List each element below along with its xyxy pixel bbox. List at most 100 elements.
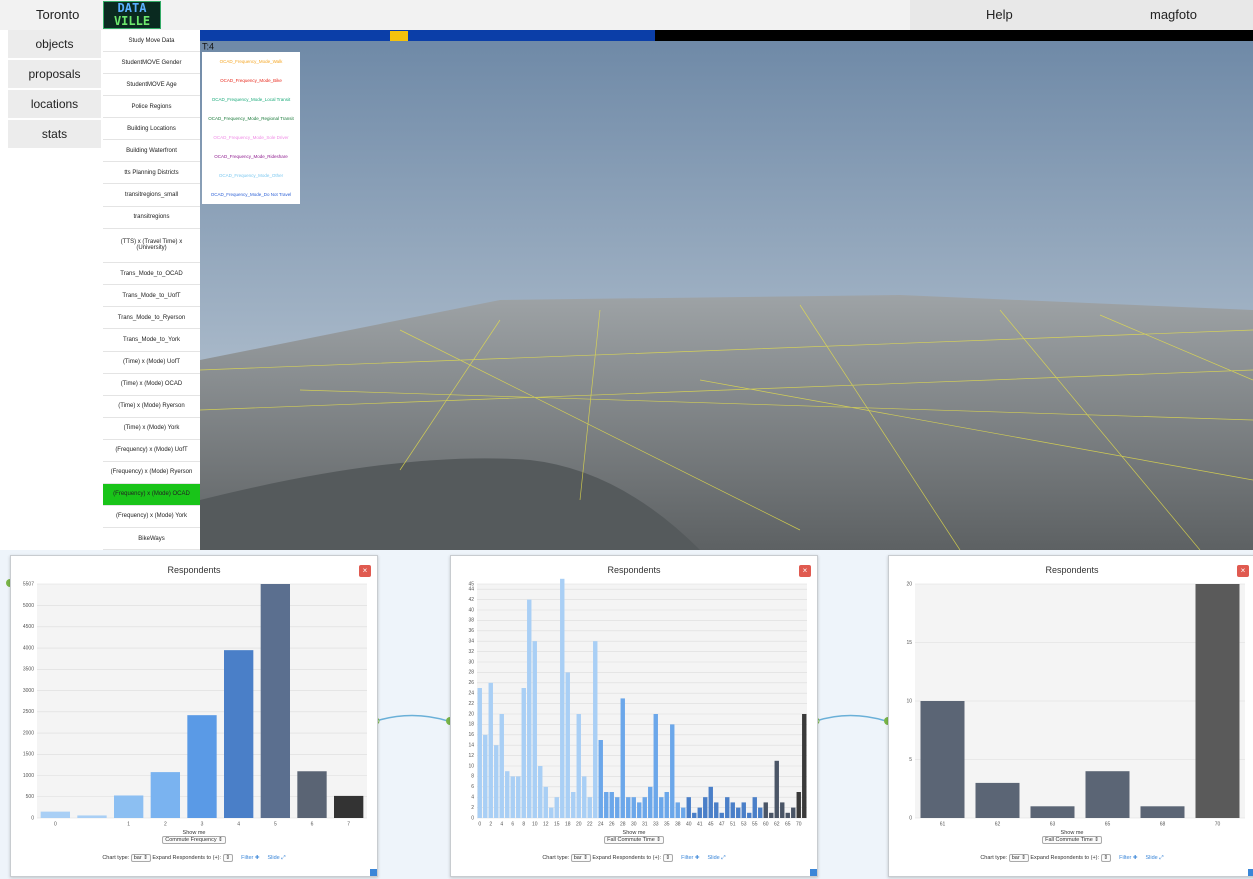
- legend-item[interactable]: OCAD_Frequency_Mode_Local Transit: [211, 97, 291, 102]
- bar[interactable]: [975, 782, 1020, 818]
- slide-link[interactable]: Slide ⤢: [267, 855, 286, 861]
- bar[interactable]: [587, 797, 592, 818]
- menu-item[interactable]: proposals: [8, 60, 101, 88]
- bar[interactable]: [77, 815, 107, 818]
- bar[interactable]: [582, 776, 587, 818]
- layer-item[interactable]: Trans_Mode_to_York: [103, 329, 200, 352]
- bar[interactable]: [752, 797, 757, 818]
- chart-type-select[interactable]: bar ⇕: [1008, 854, 1029, 862]
- bar[interactable]: [549, 807, 554, 818]
- filter-link[interactable]: Filter ✚: [681, 855, 700, 861]
- bar[interactable]: [736, 807, 741, 818]
- bar[interactable]: [774, 760, 779, 818]
- map-view[interactable]: T:4: [200, 30, 1253, 550]
- menu-item[interactable]: locations: [8, 90, 101, 118]
- bar[interactable]: [620, 698, 625, 818]
- legend-item[interactable]: OCAD_Frequency_Mode_Other: [218, 173, 284, 178]
- bar[interactable]: [697, 807, 702, 818]
- layer-item[interactable]: Study Move Data: [103, 30, 200, 53]
- bar[interactable]: [521, 688, 526, 818]
- layer-item[interactable]: Trans_Mode_to_OCAD: [103, 263, 200, 286]
- bar[interactable]: [758, 807, 763, 818]
- slide-link[interactable]: Slide ⤢: [1145, 855, 1164, 861]
- bar[interactable]: [334, 795, 364, 818]
- layer-item[interactable]: (Frequency) x (Mode) UofT: [103, 440, 200, 462]
- legend-item[interactable]: OCAD_Frequency_Mode_Regional Transit: [208, 116, 294, 121]
- bar[interactable]: [796, 792, 801, 818]
- bar[interactable]: [703, 797, 708, 818]
- bar[interactable]: [150, 772, 180, 818]
- bar[interactable]: [719, 812, 724, 818]
- layer-item[interactable]: transitregions_small: [103, 184, 200, 207]
- slide-link[interactable]: Slide ⤢: [707, 855, 726, 861]
- field-select[interactable]: Fall Commute Time ⇕: [1042, 836, 1102, 844]
- layer-item[interactable]: transitregions: [103, 207, 200, 229]
- bar[interactable]: [730, 802, 735, 818]
- timeline-handle[interactable]: [390, 31, 408, 41]
- bar[interactable]: [527, 599, 532, 818]
- layer-item[interactable]: (Time) x (Mode) Ryerson: [103, 396, 200, 418]
- legend-item[interactable]: OCAD_Frequency_Mode_Rideshare: [214, 154, 288, 159]
- expand-select[interactable]: ⇕: [1100, 854, 1112, 862]
- user-link[interactable]: magfoto: [1150, 7, 1197, 22]
- layer-item[interactable]: Trans_Mode_to_UofT: [103, 285, 200, 308]
- layer-item[interactable]: StudentMOVE Age: [103, 74, 200, 97]
- legend-item[interactable]: OCAD_Frequency_Mode_Sole Driver: [213, 135, 289, 140]
- bar[interactable]: [505, 771, 510, 818]
- bar[interactable]: [763, 802, 768, 818]
- bar[interactable]: [565, 672, 570, 818]
- expand-select[interactable]: ⇕: [222, 854, 234, 862]
- bar[interactable]: [576, 714, 581, 818]
- filter-link[interactable]: Filter ✚: [241, 855, 260, 861]
- bar[interactable]: [920, 701, 965, 818]
- bar[interactable]: [483, 734, 488, 818]
- bar[interactable]: [686, 797, 691, 818]
- bar[interactable]: [642, 797, 647, 818]
- bar[interactable]: [681, 807, 686, 818]
- bar[interactable]: [1085, 771, 1130, 818]
- layer-item[interactable]: BikeWays: [103, 528, 200, 551]
- field-select[interactable]: Commute Frequency ⇕: [162, 836, 226, 844]
- logo[interactable]: DATA VILLE: [103, 1, 161, 29]
- bar[interactable]: [747, 812, 752, 818]
- bar[interactable]: [560, 578, 565, 818]
- bar[interactable]: [670, 724, 675, 818]
- bar[interactable]: [802, 714, 807, 818]
- bar[interactable]: [538, 766, 543, 818]
- bar[interactable]: [187, 715, 217, 818]
- field-select[interactable]: Fall Commute Time ⇕: [604, 836, 664, 844]
- layer-item[interactable]: (Time) x (Mode) OCAD: [103, 374, 200, 396]
- bar[interactable]: [648, 786, 653, 818]
- bar[interactable]: [626, 797, 631, 818]
- bar[interactable]: [1140, 806, 1185, 818]
- layer-item[interactable]: Building Locations: [103, 118, 200, 141]
- bar[interactable]: [708, 786, 713, 818]
- bar[interactable]: [571, 792, 576, 818]
- bar[interactable]: [598, 740, 603, 818]
- legend-item[interactable]: OCAD_Frequency_Mode_Walk: [219, 59, 283, 64]
- layer-item[interactable]: (Time) x (Mode) UofT: [103, 352, 200, 374]
- bar[interactable]: [609, 792, 614, 818]
- layer-item[interactable]: (Frequency) x (Mode) York: [103, 506, 200, 528]
- menu-item[interactable]: stats: [8, 120, 101, 148]
- layer-item[interactable]: Building Waterfront: [103, 140, 200, 163]
- bar[interactable]: [785, 812, 790, 818]
- bar[interactable]: [637, 802, 642, 818]
- layer-item[interactable]: (Frequency) x (Mode) OCAD: [103, 483, 200, 506]
- bar[interactable]: [604, 792, 609, 818]
- bar[interactable]: [593, 641, 598, 818]
- close-button[interactable]: ×: [799, 565, 811, 577]
- bar[interactable]: [769, 812, 774, 818]
- bar[interactable]: [631, 797, 636, 818]
- timeline[interactable]: [200, 30, 655, 41]
- bar[interactable]: [516, 776, 521, 818]
- bar[interactable]: [532, 641, 537, 818]
- menu-item[interactable]: objects: [8, 30, 101, 58]
- filter-link[interactable]: Filter ✚: [1119, 855, 1138, 861]
- legend-item[interactable]: OCAD_Frequency_Mode_Do Not Travel: [210, 192, 292, 197]
- bar[interactable]: [40, 811, 70, 818]
- help-link[interactable]: Help: [986, 7, 1013, 22]
- bar[interactable]: [615, 797, 620, 818]
- bar[interactable]: [554, 797, 559, 818]
- bar[interactable]: [675, 802, 680, 818]
